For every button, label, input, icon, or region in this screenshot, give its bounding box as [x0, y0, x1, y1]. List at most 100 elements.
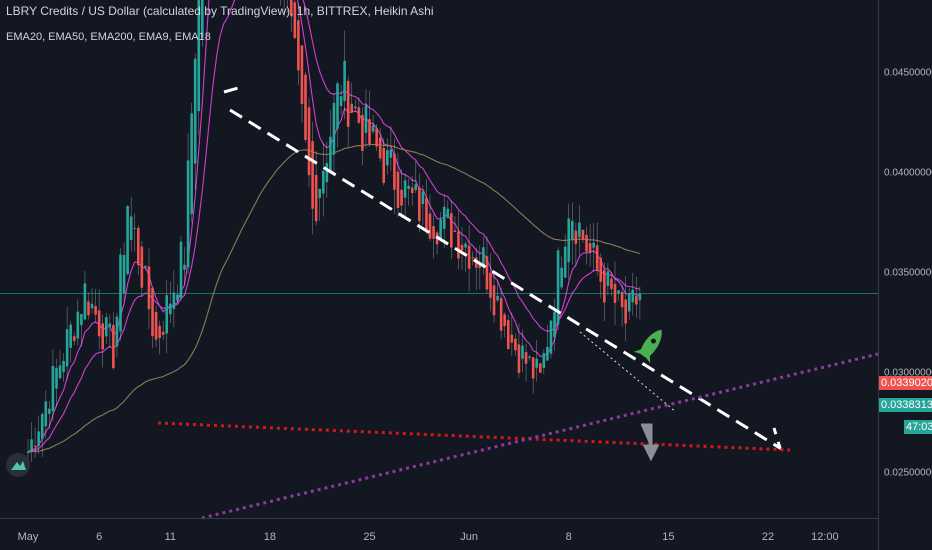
candle-body: [165, 295, 169, 334]
candle-body: [546, 346, 549, 361]
candle-body: [403, 180, 407, 198]
candle-body: [343, 60, 346, 102]
candle-body: [136, 227, 140, 266]
candle-body: [606, 271, 610, 287]
purple-ascending-trendline: [201, 352, 879, 520]
candle-body: [289, 0, 293, 16]
candle-body: [179, 241, 183, 298]
candle-body: [33, 445, 37, 447]
x-tick-label: 8: [566, 531, 572, 543]
candle-body: [90, 303, 94, 309]
candle-body: [151, 287, 154, 337]
candle-body: [122, 255, 126, 294]
candle-body: [471, 257, 474, 259]
candle-body: [624, 299, 627, 324]
candle-body: [386, 150, 389, 166]
candle-body: [176, 294, 179, 301]
indicator-legend[interactable]: EMA20, EMA50, EMA200, EMA9, EMA18: [6, 31, 211, 43]
candle-body: [428, 213, 432, 239]
candle-body: [353, 106, 357, 109]
candle-body: [30, 439, 33, 452]
candle-body: [87, 301, 90, 316]
candle-body: [553, 311, 556, 338]
candle-body: [40, 413, 44, 439]
candle-body: [154, 312, 158, 340]
candle-body: [357, 107, 361, 123]
candle-body: [293, 2, 297, 39]
candle-body: [560, 267, 563, 288]
candle-body: [112, 325, 115, 369]
rocket-icon: [633, 329, 662, 364]
candle-body: [485, 256, 489, 290]
candle-body: [375, 128, 378, 147]
candle-body: [489, 272, 492, 298]
candle-body: [450, 213, 453, 248]
candle-body: [304, 74, 307, 140]
candle-body: [439, 219, 442, 239]
tradingview-logo[interactable]: [6, 453, 30, 477]
candle-body: [201, 0, 204, 38]
candle-body: [499, 298, 503, 331]
candle-body: [506, 320, 510, 350]
candle-body: [311, 141, 314, 209]
candle-body: [382, 147, 386, 183]
candle-body: [538, 363, 542, 373]
candle-body: [585, 234, 588, 252]
candle-body: [62, 360, 65, 372]
candle-body: [172, 292, 176, 309]
candle-body: [514, 338, 517, 351]
candle-body: [332, 102, 336, 155]
candle-body: [446, 208, 450, 218]
candle-body: [418, 187, 421, 222]
candle-body: [457, 231, 460, 259]
candle-body: [193, 58, 197, 164]
last-price-tag: 0.03390202: [879, 376, 932, 390]
candle-body: [297, 20, 300, 71]
thin-dotted-trendline: [579, 331, 677, 413]
candle-body: [635, 295, 638, 305]
rocket-body: [639, 329, 662, 359]
candle-body: [535, 358, 539, 368]
candle-body: [339, 96, 343, 107]
x-tick-label: 11: [165, 531, 176, 543]
candle-body: [631, 289, 635, 303]
candle-body: [467, 245, 471, 269]
candle-body: [371, 125, 375, 132]
candle-body: [524, 352, 528, 364]
candle-body: [83, 283, 87, 320]
candle-body: [129, 216, 133, 240]
candle-body: [65, 329, 69, 367]
candle-body: [407, 185, 410, 189]
candle-body: [147, 266, 151, 310]
candle-body: [97, 310, 101, 337]
candle-body: [346, 81, 350, 127]
candle-body: [610, 278, 613, 289]
candle-body: [161, 331, 165, 335]
x-tick-label: 15: [662, 531, 674, 543]
candle-body: [421, 191, 425, 205]
candle-body: [69, 324, 72, 348]
candle-body: [588, 243, 592, 253]
x-tick-label: 6: [96, 531, 102, 543]
candle-body: [115, 316, 119, 347]
candle-body: [400, 189, 403, 206]
candle-body: [549, 320, 553, 354]
candle-body: [80, 314, 83, 326]
candle-body: [58, 365, 62, 379]
candle-body: [104, 317, 108, 337]
rocket-fins: [633, 348, 651, 364]
candle-body: [528, 356, 531, 358]
ema-value-tag: 0.03383139: [879, 398, 932, 412]
candle-body: [510, 334, 514, 343]
candle-body: [325, 163, 329, 183]
y-tick-label: 0.04000000: [884, 168, 932, 179]
candle-body: [144, 265, 147, 268]
x-tick-label: Jun: [460, 531, 478, 543]
candle-body: [51, 365, 55, 412]
candle-body: [119, 254, 122, 332]
candle-body: [442, 206, 446, 230]
candle-body: [542, 353, 546, 368]
candle-body: [190, 113, 193, 214]
y-tick-label: 0.03500000: [884, 268, 932, 279]
